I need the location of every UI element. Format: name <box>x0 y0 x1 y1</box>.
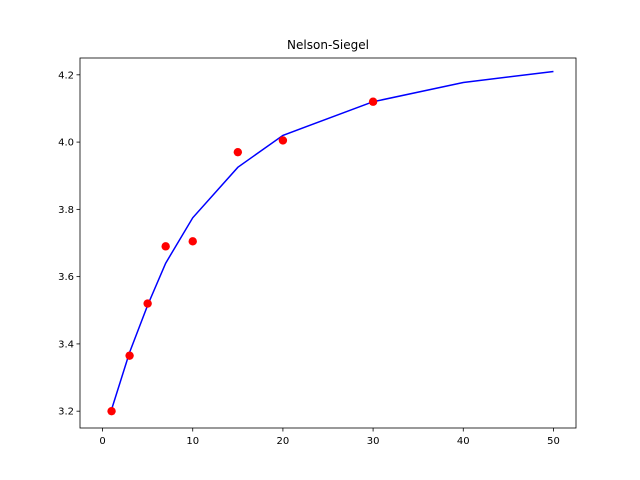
x-tick-label: 10 <box>186 436 199 447</box>
data-point <box>107 406 116 416</box>
data-point <box>143 299 152 308</box>
plot-area <box>107 70 554 416</box>
data-point <box>188 237 197 246</box>
y-tick-label: 3.8 <box>58 205 74 216</box>
y-tick-label: 4.0 <box>58 138 74 149</box>
data-point <box>278 136 288 145</box>
x-tick-label: 30 <box>367 436 380 447</box>
x-tick-label: 20 <box>277 436 290 447</box>
y-tick-label: 3.4 <box>58 339 74 350</box>
data-point <box>161 242 170 251</box>
x-tick-label: 40 <box>457 436 470 447</box>
y-tick-label: 3.2 <box>58 407 74 418</box>
chart-title: Nelson-Siegel <box>287 38 369 52</box>
x-tick-label: 50 <box>547 436 560 447</box>
axes-frame <box>79 57 577 429</box>
data-point <box>125 351 134 360</box>
data-point <box>233 147 243 157</box>
y-tick-label: 4.2 <box>58 70 74 81</box>
data-point <box>368 97 378 106</box>
fitted-curve-line <box>110 70 554 410</box>
x-tick-label: 0 <box>99 436 105 447</box>
axis-ticks: 0 10 20 30 40 50 3.2 3.4 3.6 3.8 4.0 4.2 <box>58 70 560 447</box>
y-tick-label: 3.6 <box>58 272 74 283</box>
